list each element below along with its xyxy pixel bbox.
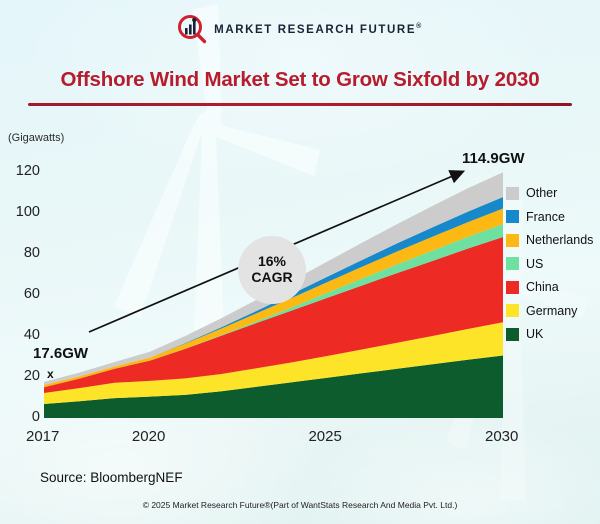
area-series-uk [44,355,503,418]
legend-swatch-icon [506,257,519,270]
cagr-annotation: 16% CAGR [238,236,306,304]
legend-item-uk[interactable]: UK [506,327,593,341]
legend-label: Netherlands [526,233,594,247]
cagr-label: CAGR [251,269,293,285]
page-title: Offshore Wind Market Set to Grow Sixfold… [60,68,540,91]
legend-label: UK [526,327,544,341]
legend-swatch-icon [506,186,519,200]
copyright-note: © 2025 Market Research Future®(Part of W… [142,500,458,510]
x-tick-2025: 2025 [308,428,342,445]
legend-swatch-icon [506,327,519,341]
legend-item-netherlands[interactable]: Netherlands [506,233,593,247]
chart-area: (Gigawatts) 0 20 40 60 80 100 120 2017 2020 2025… [0,110,600,455]
start-value-label: 17.6GW [33,345,89,362]
stacked-area-plot [44,172,503,418]
legend-item-germany[interactable]: Germany [506,304,593,318]
registered-mark: ® [416,22,423,30]
end-value-label: 114.9GW [462,150,525,167]
area-series-china [44,236,503,393]
legend-label: Other [526,186,558,200]
start-marker-x: x [47,367,54,381]
y-tick-0: 0 [31,409,40,425]
title-divider [28,103,572,106]
chart-legend: Other France Netherlands US China Germany UK [506,186,593,341]
y-tick-20: 20 [23,368,40,384]
legend-label: US [526,256,544,271]
legend-label: France [526,209,565,224]
source-note: Source: BloombergNEF [40,470,183,485]
magnifier-bar-chart-icon [177,14,207,44]
legend-swatch-icon [506,233,519,247]
x-tick-2017: 2017 [26,428,60,445]
x-tick-2030: 2030 [485,428,519,445]
brand-logo: MARKET RESEARCH FUTURE® [0,14,600,44]
legend-swatch-icon [506,304,519,317]
y-axis-tick-labels: 0 20 40 60 80 100 120 [0,110,40,455]
legend-label: Germany [526,303,578,318]
legend-item-france[interactable]: France [506,210,593,224]
area-series-germany [44,322,503,405]
legend-item-us[interactable]: US [506,257,593,271]
legend-label: China [526,280,559,294]
legend-item-china[interactable]: China [506,280,593,294]
y-tick-80: 80 [23,245,40,261]
y-tick-40: 40 [23,327,40,343]
legend-swatch-icon [506,210,519,223]
y-axis-unit-label: (Gigawatts) [8,132,65,144]
y-tick-60: 60 [23,286,40,302]
legend-item-other[interactable]: Other [506,186,593,200]
y-tick-120: 120 [15,163,40,179]
cagr-value: 16% [257,253,287,270]
legend-swatch-icon [506,280,519,294]
x-tick-2020: 2020 [131,428,166,445]
brand-name: MARKET RESEARCH FUTURE® [214,22,423,36]
y-tick-100: 100 [15,204,40,220]
